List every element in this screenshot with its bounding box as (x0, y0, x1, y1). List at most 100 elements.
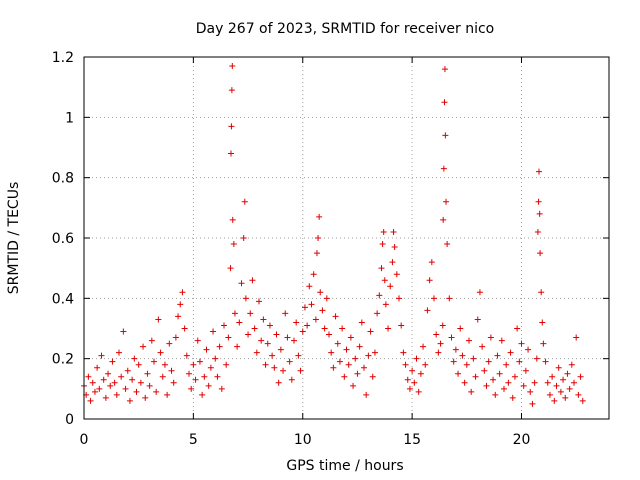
data-point (229, 216, 236, 223)
data-point (256, 298, 262, 305)
data-point (466, 337, 472, 344)
data-point (555, 364, 562, 371)
data-point (126, 397, 133, 404)
data-point (319, 307, 326, 314)
data-point (345, 361, 352, 368)
data-point (520, 382, 527, 389)
data-point (406, 385, 413, 392)
data-point (533, 355, 540, 362)
data-point (299, 328, 306, 335)
data-point (183, 352, 190, 359)
data-point (389, 259, 396, 266)
data-point (369, 373, 376, 380)
data-point (317, 289, 324, 296)
data-point (116, 349, 122, 356)
data-point (249, 277, 256, 284)
data-point (525, 346, 532, 353)
data-point (148, 337, 155, 344)
data-point (579, 397, 586, 404)
y-tick-label: 1.2 (52, 50, 74, 66)
data-point (534, 228, 541, 235)
data-point (413, 355, 420, 362)
data-point (94, 364, 101, 371)
data-point (293, 319, 300, 326)
data-point (459, 352, 466, 359)
data-point (308, 301, 315, 308)
data-point (522, 367, 529, 374)
data-point (501, 385, 507, 392)
data-point (468, 388, 475, 395)
data-point (146, 382, 153, 389)
data-point (385, 325, 392, 332)
data-point (203, 346, 210, 353)
data-point (266, 322, 273, 329)
data-point (448, 334, 455, 341)
tick-marks (83, 56, 609, 420)
data-point (439, 322, 446, 329)
data-point (153, 388, 160, 395)
data-point (457, 325, 464, 332)
data-point (441, 66, 448, 73)
data-point (544, 379, 551, 386)
data-point (271, 364, 278, 371)
data-point (234, 343, 241, 350)
data-point (107, 382, 114, 389)
data-point (330, 364, 337, 371)
data-point (443, 198, 450, 205)
data-point (485, 358, 492, 365)
data-point (450, 358, 457, 365)
data-point (564, 370, 571, 377)
grid (84, 57, 609, 419)
data-point (356, 343, 363, 350)
data-point (241, 198, 248, 205)
data-point (297, 367, 304, 374)
data-point (347, 334, 354, 341)
data-point (155, 316, 162, 323)
data-point (286, 358, 293, 365)
data-point (511, 373, 518, 380)
data-point (102, 394, 109, 401)
data-point (422, 361, 429, 368)
data-point (551, 397, 558, 404)
data-point (378, 265, 385, 272)
data-point (341, 373, 348, 380)
data-point (505, 379, 512, 386)
data-point (216, 343, 223, 350)
data-point (538, 289, 545, 296)
data-point (376, 292, 383, 299)
data-point (336, 358, 343, 365)
data-point (396, 295, 402, 302)
data-point (367, 328, 374, 335)
data-point (129, 376, 136, 383)
data-point (284, 334, 291, 341)
y-tick-label: 0.2 (52, 352, 74, 368)
data-point (549, 373, 556, 380)
data-point (144, 370, 151, 377)
data-point (214, 373, 221, 380)
data-point (172, 334, 179, 341)
data-point (168, 367, 175, 374)
data-point (444, 241, 451, 248)
data-point (175, 313, 182, 320)
data-points (81, 63, 586, 407)
data-point (282, 310, 289, 317)
data-point (332, 313, 339, 320)
data-point (440, 165, 447, 172)
data-point (264, 340, 271, 347)
data-point (433, 331, 440, 338)
data-point (390, 228, 397, 235)
data-point (424, 307, 431, 314)
data-point (312, 316, 319, 323)
data-point (262, 361, 269, 368)
data-point (253, 349, 260, 356)
data-point (516, 358, 523, 365)
data-point (196, 358, 203, 365)
x-tick-labels: 0 5 10 15 20 (80, 432, 531, 448)
data-point (228, 123, 235, 130)
data-point (275, 379, 282, 386)
data-point (188, 385, 195, 392)
data-point (514, 325, 521, 332)
data-point (441, 99, 448, 106)
data-point (562, 394, 569, 401)
